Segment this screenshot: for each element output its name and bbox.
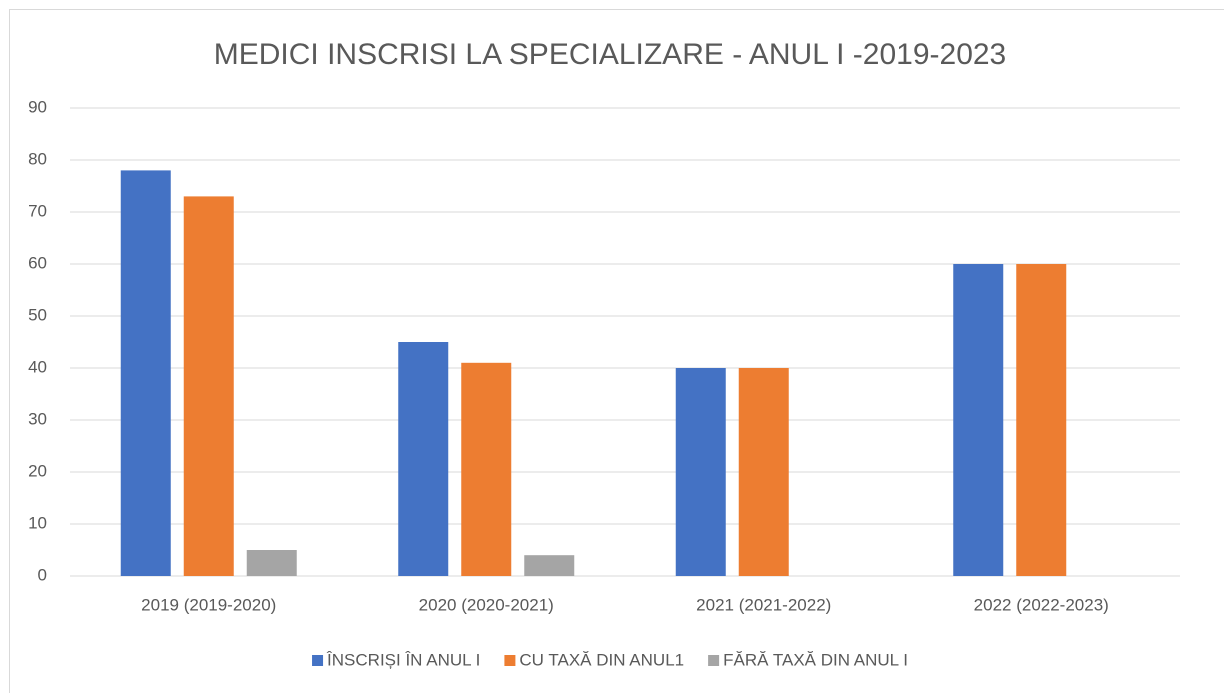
legend-swatch xyxy=(504,655,516,666)
bar xyxy=(398,342,449,576)
x-tick-label: 2021 (2021-2022) xyxy=(696,595,831,614)
legend-label: CU TAXĂ DIN ANUL1 xyxy=(519,650,684,669)
bar xyxy=(120,170,171,576)
y-tick-label: 0 xyxy=(38,565,47,584)
y-tick-label: 60 xyxy=(28,253,47,272)
y-tick-label: 50 xyxy=(28,305,47,324)
y-tick-label: 70 xyxy=(28,201,47,220)
y-tick-label: 20 xyxy=(28,461,47,480)
bar xyxy=(524,555,575,576)
y-tick-label: 40 xyxy=(28,357,47,376)
bar xyxy=(738,368,789,576)
y-tick-label: 80 xyxy=(28,149,47,168)
bar xyxy=(953,264,1004,576)
x-tick-label: 2019 (2019-2020) xyxy=(141,595,276,614)
bar xyxy=(183,196,234,576)
bar xyxy=(1016,264,1067,576)
x-tick-label: 2022 (2022-2023) xyxy=(974,595,1109,614)
legend-swatch xyxy=(708,655,720,666)
legend-label: ÎNSCRIȘI ÎN ANUL I xyxy=(326,650,480,669)
legend-label: FĂRĂ TAXĂ DIN ANUL I xyxy=(723,650,908,669)
bar xyxy=(246,550,297,576)
x-tick-label: 2020 (2020-2021) xyxy=(419,595,554,614)
y-tick-label: 30 xyxy=(28,409,47,428)
y-tick-label: 90 xyxy=(28,97,47,116)
y-tick-label: 10 xyxy=(28,513,47,532)
legend-swatch xyxy=(312,655,324,666)
chart-title: MEDICI INSCRISI LA SPECIALIZARE - ANUL I… xyxy=(214,38,1007,71)
bar xyxy=(461,362,512,576)
bar xyxy=(675,368,726,576)
